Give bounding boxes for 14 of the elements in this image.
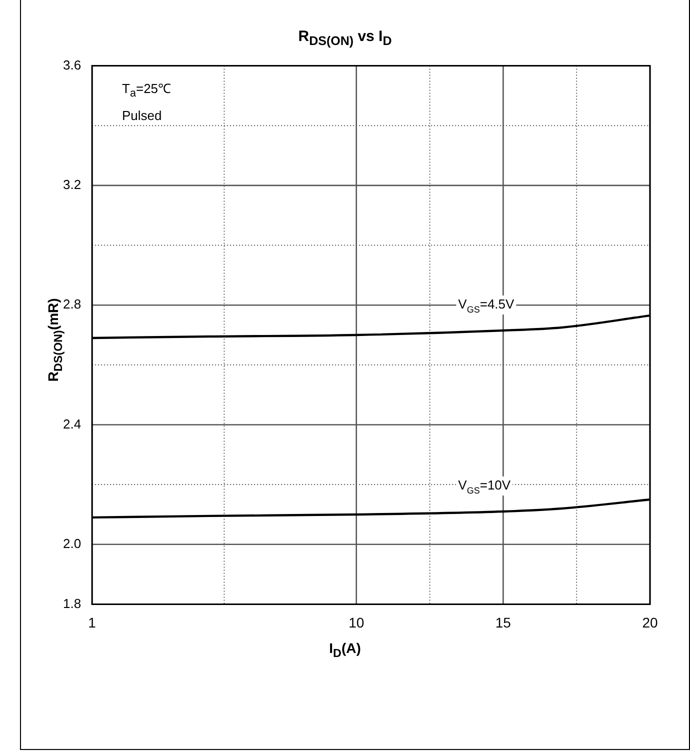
annotation: Pulsed (122, 106, 163, 125)
x-tick-label: 1 (88, 614, 96, 630)
y-tick-label: 2.4 (62, 416, 82, 432)
x-tick-label: 20 (642, 614, 658, 630)
y-tick-label: 2.0 (62, 536, 82, 551)
x-tick-label: 15 (495, 614, 512, 630)
y-tick-label: 1.8 (62, 596, 82, 611)
x-axis-title: I$_{D}$(A) (328, 640, 362, 660)
y-tick-label: 3.2 (62, 177, 82, 192)
chart-title: R$_{DS(ON)}$ vs I$_{D}$ (297, 28, 393, 48)
annotation: T$_{a}$=25℃ (122, 80, 172, 102)
y-tick-label: 3.6 (62, 57, 82, 72)
x-tick-label: 10 (348, 614, 364, 630)
y-tick-label: 2.8 (62, 296, 82, 312)
